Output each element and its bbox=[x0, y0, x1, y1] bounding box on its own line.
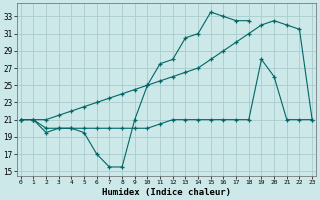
X-axis label: Humidex (Indice chaleur): Humidex (Indice chaleur) bbox=[102, 188, 231, 197]
